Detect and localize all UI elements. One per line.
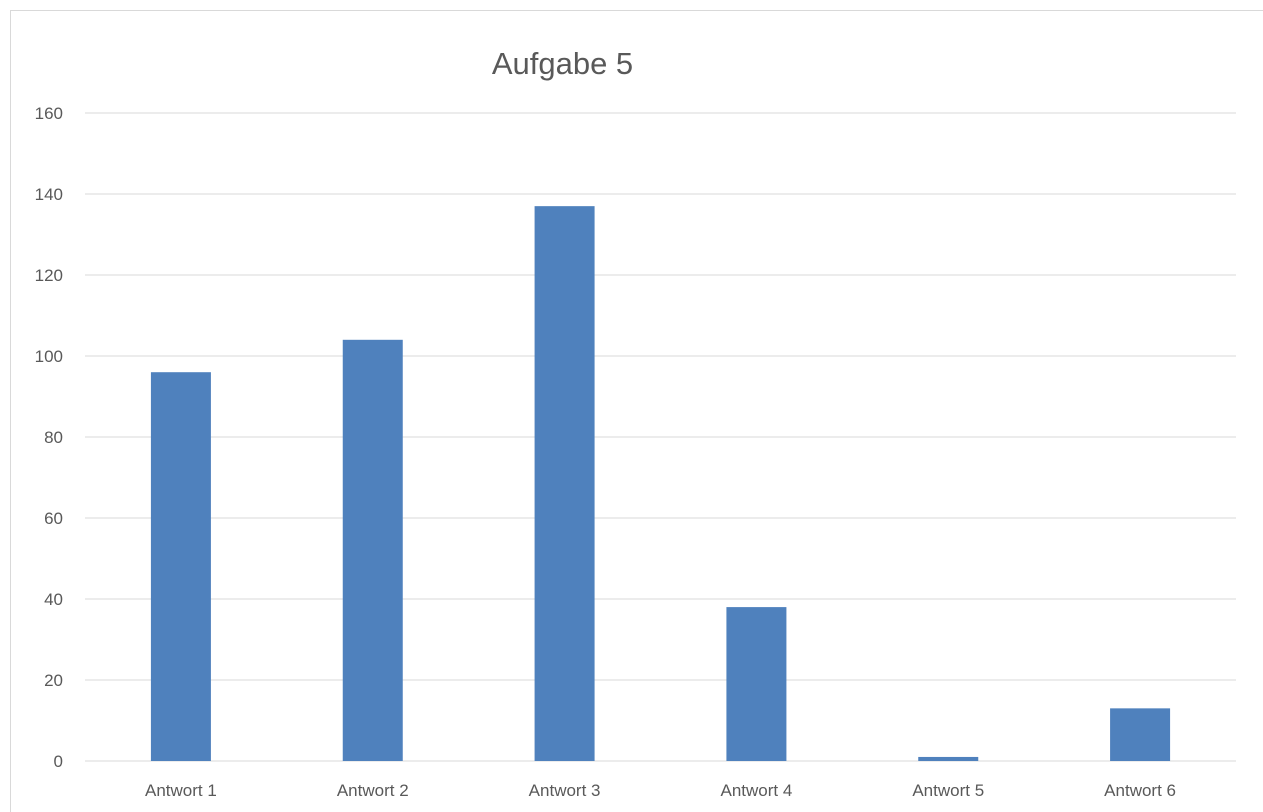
bar bbox=[1110, 708, 1171, 761]
chart-title: Aufgabe 5 bbox=[491, 46, 634, 81]
bar bbox=[534, 206, 595, 761]
x-tick-label: Antwort 6 bbox=[1104, 781, 1176, 800]
x-tick-label: Antwort 4 bbox=[721, 781, 793, 800]
y-tick-label: 0 bbox=[54, 752, 63, 771]
gridlines bbox=[85, 112, 1236, 762]
bar bbox=[918, 756, 979, 761]
bar bbox=[342, 339, 403, 761]
bar bbox=[726, 607, 787, 761]
y-axis-tick-labels: 0 20 40 60 80 100 120 140 160 bbox=[35, 104, 63, 771]
x-tick-label: Antwort 1 bbox=[145, 781, 217, 800]
x-axis-tick-labels: Antwort 1 Antwort 2 Antwort 3 Antwort 4 Antw… bbox=[145, 781, 1176, 800]
x-tick-label: Antwort 2 bbox=[337, 781, 409, 800]
y-tick-label: 100 bbox=[35, 347, 63, 366]
y-tick-label: 60 bbox=[44, 509, 63, 528]
y-tick-label: 20 bbox=[44, 671, 63, 690]
y-tick-label: 120 bbox=[35, 266, 63, 285]
bars bbox=[150, 206, 1171, 761]
y-tick-label: 160 bbox=[35, 104, 63, 123]
y-tick-label: 80 bbox=[44, 428, 63, 447]
x-tick-label: Antwort 5 bbox=[912, 781, 984, 800]
bar bbox=[150, 372, 211, 761]
y-tick-label: 40 bbox=[44, 590, 63, 609]
chart-area bbox=[10, 10, 1263, 812]
x-tick-label: Antwort 3 bbox=[529, 781, 601, 800]
y-tick-label: 140 bbox=[35, 185, 63, 204]
